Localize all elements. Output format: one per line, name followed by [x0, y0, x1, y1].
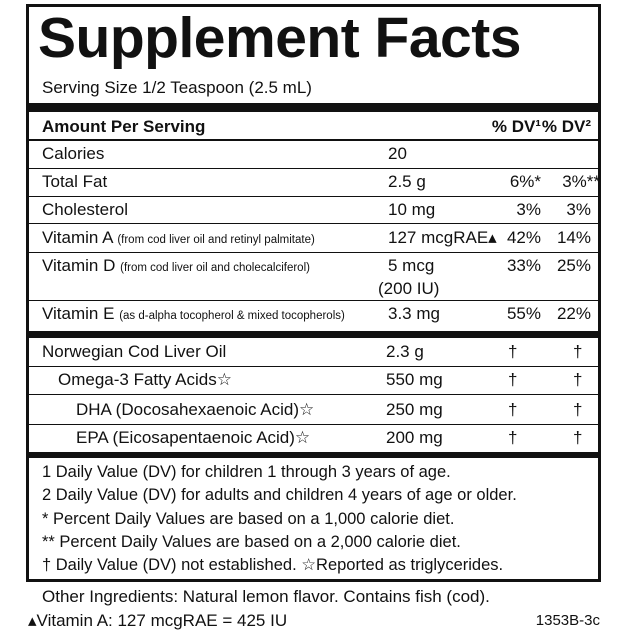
ingredient-name: EPA (Eicosapentaenoic Acid)☆: [76, 428, 311, 447]
name: Vitamin D: [42, 256, 116, 275]
dv2: †: [573, 342, 583, 361]
dv1: 6%*: [509, 172, 541, 191]
vitamin-a-note: ▴Vitamin A: 127 mcgRAE = 425 IU: [28, 611, 288, 630]
label-border: [26, 4, 601, 582]
dv1: 3%: [516, 200, 541, 219]
dv2: 3%**: [562, 172, 600, 191]
nutrient-name: Calories: [42, 144, 104, 164]
thick-rule: [29, 331, 598, 338]
rule: [29, 252, 598, 253]
rule: [29, 366, 598, 367]
footnote: 2 Daily Value (DV) for adults and childr…: [42, 486, 517, 505]
nutrient-name: Vitamin A (from cod liver oil and retiny…: [42, 228, 315, 250]
thick-rule: [29, 452, 598, 458]
name: Vitamin E: [42, 304, 115, 323]
nutrient-name: Cholesterol: [42, 200, 128, 220]
rule: [29, 394, 598, 395]
serving-size: Serving Size 1/2 Teaspoon (2.5 mL): [42, 78, 312, 97]
dv2: 3%: [566, 200, 591, 219]
amount: 127 mcgRAE▴: [388, 228, 497, 247]
header-dv2: % DV²: [541, 117, 591, 136]
amount: 550 mg: [386, 370, 443, 389]
footnote: 1 Daily Value (DV) for children 1 throug…: [42, 463, 451, 481]
dv1: †: [508, 370, 518, 389]
amount: 2.5 g: [388, 172, 426, 191]
name: Cholesterol: [42, 200, 128, 219]
name: Total Fat: [42, 172, 108, 191]
dv1: 55%: [506, 304, 541, 323]
ingredient-name: DHA (Docosahexaenoic Acid)☆: [76, 400, 315, 419]
name: Vitamin A: [42, 228, 113, 247]
note: (from cod liver oil and retinyl palmitat…: [117, 234, 315, 246]
amount: 20: [388, 144, 407, 163]
rule: [29, 300, 598, 301]
thick-rule: [29, 103, 598, 112]
rule: [29, 424, 598, 425]
amount: 10 mg: [388, 200, 436, 219]
header-amount: Amount Per Serving: [42, 117, 206, 136]
amount: 200 mg: [386, 428, 443, 447]
amount: 5 mcg: [388, 256, 435, 275]
ingredient-name: Omega-3 Fatty Acids☆: [58, 370, 232, 389]
dv2: †: [573, 428, 583, 447]
dv2: †: [573, 400, 583, 419]
nutrient-name: Vitamin D (from cod liver oil and cholec…: [42, 256, 310, 278]
footnote: † Daily Value (DV) not established. ☆Rep…: [42, 556, 504, 575]
note: (as d-alpha tocopherol & mixed tocophero…: [119, 310, 345, 322]
other-ingredients: Other Ingredients: Natural lemon flavor.…: [42, 587, 490, 606]
dv2: 22%: [556, 304, 591, 323]
name: Calories: [42, 144, 105, 163]
ingredient-name: Norwegian Cod Liver Oil: [42, 342, 227, 361]
amount: 3.3 mg: [388, 304, 440, 323]
amount: 2.3 g: [386, 342, 424, 361]
footnote: ** Percent Daily Values are based on a 2…: [42, 532, 461, 551]
footnote: * Percent Daily Values are based on a 1,…: [42, 509, 455, 528]
amount: 250 mg: [386, 400, 443, 419]
nutrient-name: Vitamin E (as d-alpha tocopherol & mixed…: [42, 304, 345, 326]
rule: [29, 196, 598, 197]
nutrient-name: Total Fat: [42, 172, 107, 192]
rule: [29, 223, 598, 224]
dv2: 25%: [556, 256, 591, 275]
rule: [29, 168, 598, 169]
dv1: 42%: [506, 228, 541, 247]
dv1: †: [508, 428, 518, 447]
amount-alt: (200 IU): [378, 279, 440, 298]
dv1: †: [508, 400, 518, 419]
dv2: 14%: [556, 228, 591, 247]
code: 1353B-3c: [535, 612, 600, 629]
rule: [29, 139, 598, 141]
note: (from cod liver oil and cholecalciferol): [120, 262, 310, 274]
dv1: 33%: [506, 256, 541, 275]
dv2: †: [573, 370, 583, 389]
title: Supplement Facts: [38, 6, 521, 70]
header-dv1: % DV¹: [491, 117, 541, 136]
dv1: †: [508, 342, 518, 361]
